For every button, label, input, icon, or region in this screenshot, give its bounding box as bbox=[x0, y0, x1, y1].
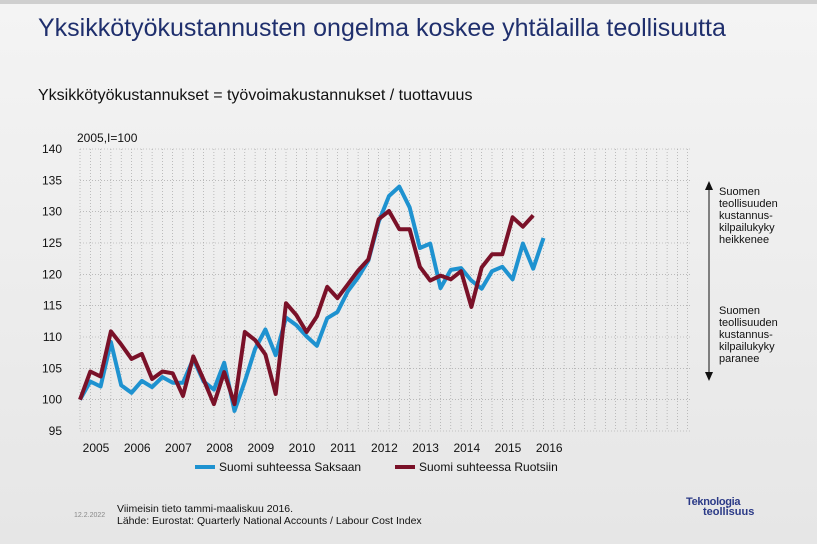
y-tick-label: 130 bbox=[42, 205, 62, 219]
y-axis-ticks: 95 100 105 110 115 120 125 130 135 140 bbox=[42, 142, 62, 438]
y-tick-label: 100 bbox=[42, 393, 62, 407]
date-stamp: 12.2.2022 bbox=[74, 512, 106, 519]
top-border bbox=[0, 0, 817, 4]
x-tick-label: 2007 bbox=[165, 441, 192, 455]
slide-title: Yksikkötyökustannusten ongelma koskee yh… bbox=[38, 14, 726, 42]
x-tick-label: 2011 bbox=[330, 441, 356, 455]
logo-line-2: teollisuus bbox=[703, 506, 755, 518]
note-improves: Suomen teollisuuden kustannus-kilpailuky… bbox=[719, 305, 778, 365]
x-tick-label: 2005 bbox=[83, 441, 110, 455]
index-label: 2005,I=100 bbox=[77, 131, 138, 145]
y-tick-label: 125 bbox=[42, 236, 62, 250]
y-tick-label: 135 bbox=[42, 173, 62, 187]
x-tick-label: 2008 bbox=[206, 441, 233, 455]
series-lines bbox=[78, 184, 546, 413]
x-tick-label: 2009 bbox=[247, 441, 274, 455]
x-tick-label: 2010 bbox=[289, 441, 316, 455]
arrow-up-head bbox=[705, 181, 713, 190]
source-note: Viimeisin tieto tammi-maaliskuu 2016. Lä… bbox=[117, 503, 422, 527]
slide-subtitle: Yksikkötyökustannukset = työvoimakustann… bbox=[38, 87, 473, 104]
annotation-arrows bbox=[705, 181, 713, 381]
horizontal-gridlines bbox=[80, 148, 690, 432]
arrow-down-head bbox=[705, 372, 713, 381]
x-tick-label: 2014 bbox=[453, 441, 480, 455]
logo-line-1: Teknologia bbox=[686, 496, 741, 508]
teknologiateollisuus-logo: Teknologia teollisuus bbox=[686, 496, 796, 518]
y-tick-label: 140 bbox=[42, 142, 62, 156]
x-tick-label: 2012 bbox=[371, 441, 398, 455]
vertical-gridlines bbox=[79, 149, 689, 431]
x-tick-label: 2006 bbox=[124, 441, 151, 455]
y-tick-label: 110 bbox=[43, 330, 62, 344]
x-tick-label: 2015 bbox=[495, 441, 522, 455]
legend-label: Suomi suhteessa Saksaan bbox=[219, 460, 361, 474]
y-tick-label: 105 bbox=[42, 361, 62, 375]
source-line-2: Lähde: Eurostat: Quarterly National Acco… bbox=[117, 515, 422, 527]
series-line-germany bbox=[78, 184, 546, 413]
source-line-1: Viimeisin tieto tammi-maaliskuu 2016. bbox=[117, 503, 294, 515]
x-tick-label: 2016 bbox=[536, 441, 563, 455]
y-tick-label: 115 bbox=[43, 299, 62, 313]
note-weakens: Suomen teollisuuden kustannus-kilpailuky… bbox=[719, 186, 778, 246]
legend: Suomi suhteessa Saksaan Suomi suhteessa R… bbox=[195, 460, 558, 474]
x-tick-label: 2013 bbox=[412, 441, 439, 455]
y-tick-label: 120 bbox=[42, 267, 62, 281]
y-tick-label: 95 bbox=[49, 424, 63, 438]
series-line-sweden bbox=[78, 209, 535, 407]
x-axis-ticks: 2005 2006 2007 2008 2009 2010 2011 2012 2013 2014… bbox=[83, 441, 563, 455]
legend-label: Suomi suhteessa Ruotsiin bbox=[419, 460, 558, 474]
